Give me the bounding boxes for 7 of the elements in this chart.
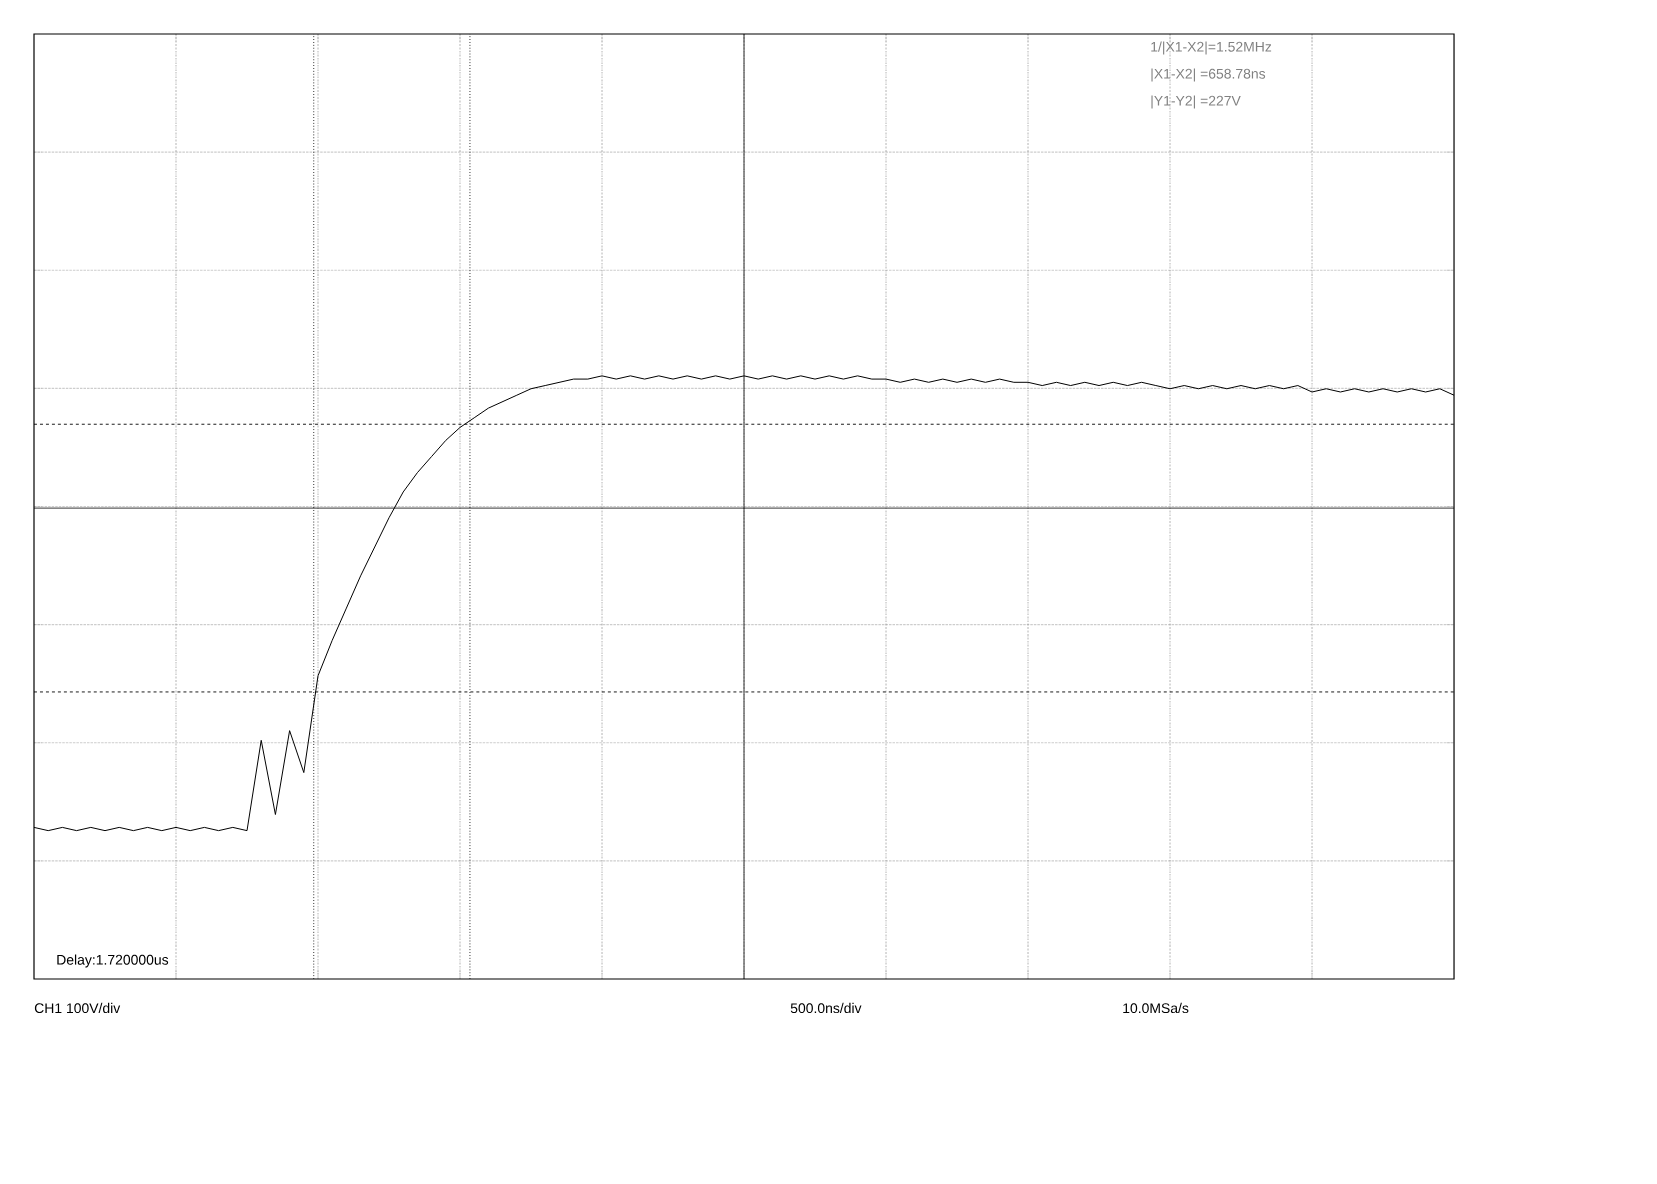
text: CH1 100V/div	[34, 1002, 121, 1014]
text: Delay:1.720000us	[57, 954, 169, 968]
text: |Y1-Y2| =227V	[1151, 95, 1241, 109]
text: 500.0ns/div	[790, 1002, 862, 1014]
text: 10.0MSa/s	[1123, 1002, 1189, 1014]
text: |X1-X2| =658.78ns	[1151, 68, 1266, 82]
text: 1/|X1-X2|=1.52MHz	[1151, 41, 1272, 55]
